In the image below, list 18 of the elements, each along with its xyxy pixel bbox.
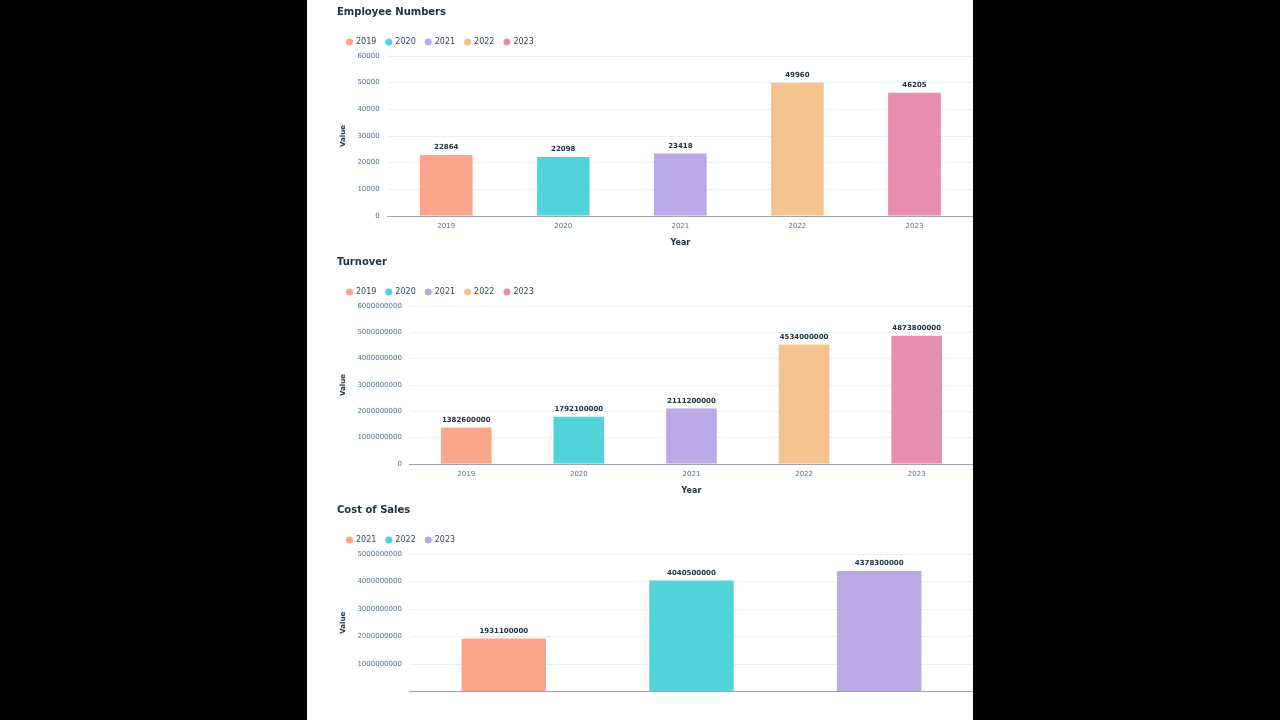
x-axis-title: Year	[669, 238, 691, 248]
chart-title: Employee Numbers	[337, 5, 447, 17]
legend-label: 2022	[474, 287, 495, 297]
legend-label: 2020	[395, 287, 416, 297]
chart-title: Turnover	[337, 255, 388, 267]
legend-label: 2023	[513, 287, 534, 297]
legend-label: 2022	[395, 535, 416, 545]
legend-label: 2021	[434, 287, 456, 297]
legend-label: 2019	[356, 287, 377, 297]
legend-label: 2020	[395, 37, 416, 47]
legend-label: 2023	[513, 37, 534, 47]
legend-label: 2023	[434, 535, 456, 545]
chart-title: Cost of Sales	[337, 503, 411, 515]
legend-label: 2022	[474, 37, 495, 47]
x-axis-title: Year	[680, 486, 702, 496]
legend-label: 2021	[356, 535, 377, 545]
legend-label: 2019	[356, 37, 377, 47]
legend-label: 2021	[434, 37, 456, 47]
